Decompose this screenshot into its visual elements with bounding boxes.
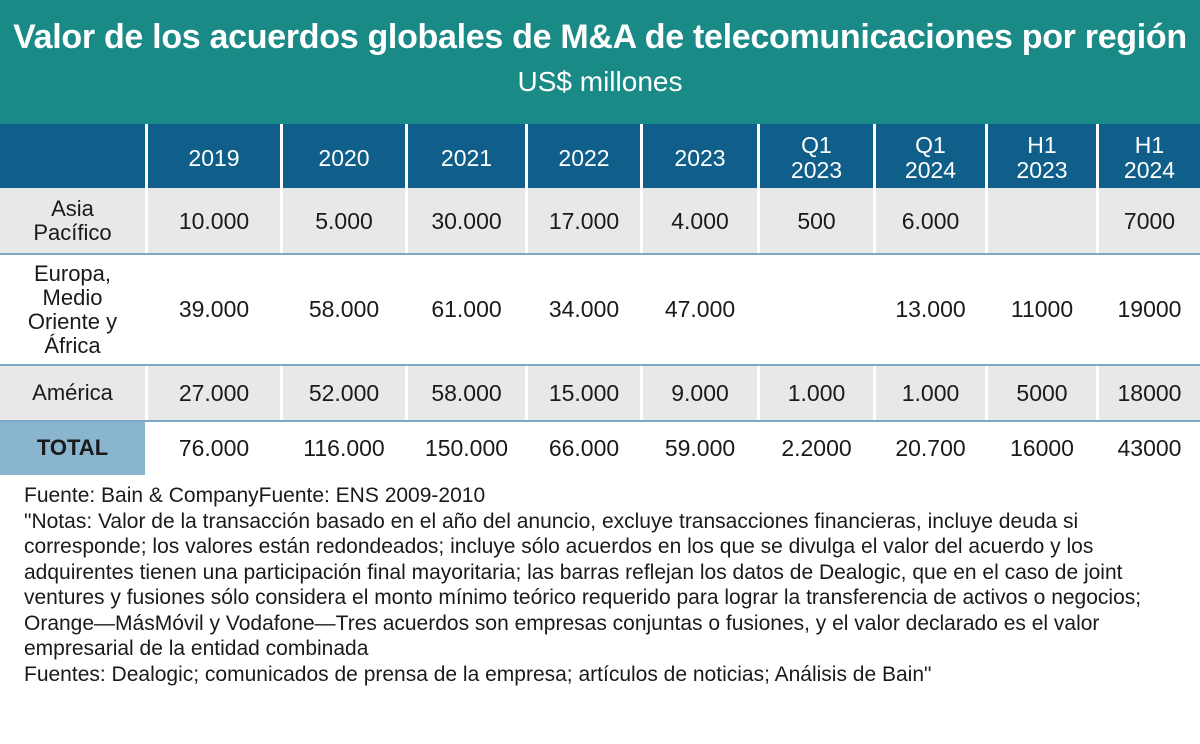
row-label-line: TOTAL — [36, 435, 109, 460]
table-cell: 4.000 — [640, 188, 757, 254]
table-cell: 58.000 — [280, 254, 405, 365]
row-label-line: Pacífico — [33, 220, 112, 245]
column-header: 2023 — [640, 124, 757, 188]
column-header-text: 2023 — [674, 144, 726, 171]
column-header-text: 2020 — [318, 144, 370, 171]
table-cell: 1.000 — [757, 365, 873, 421]
column-header-line2: 2024 — [904, 157, 957, 183]
row-label-line: Medio — [42, 284, 103, 310]
column-header: Q1 2024 — [873, 124, 985, 188]
column-header-line2: 2021 — [440, 144, 493, 171]
table-cell: 2.2000 — [757, 421, 873, 475]
column-header: H1 2023 — [985, 124, 1096, 188]
table-cell: 52.000 — [280, 365, 405, 421]
row-label-line: Asia — [51, 196, 94, 221]
table-cell: 61.000 — [405, 254, 525, 365]
column-header-line2: 2023 — [790, 157, 843, 183]
table-cell: 11000 — [985, 254, 1096, 365]
column-header-text: H1 2024 — [1124, 133, 1175, 183]
column-header-text: 2019 — [188, 144, 240, 171]
row-label-line: África — [44, 332, 101, 358]
chart-notes: Fuente: Bain & CompanyFuente: ENS 2009-2… — [24, 483, 1184, 687]
table-cell: 15.000 — [525, 365, 640, 421]
table-cell: 13.000 — [873, 254, 985, 365]
table-cell: 150.000 — [405, 421, 525, 475]
table-cell: 34.000 — [525, 254, 640, 365]
table-cell: 30.000 — [405, 188, 525, 254]
column-header: H1 2024 — [1096, 124, 1200, 188]
table-cell: 18000 — [1096, 365, 1200, 421]
row-label-text: TOTAL — [37, 436, 108, 460]
table-cell: 500 — [757, 188, 873, 254]
table-cell: 66.000 — [525, 421, 640, 475]
row-divider — [0, 364, 1200, 366]
column-header: 2020 — [280, 124, 405, 188]
table-row: TOTAL 76.000 116.000 150.000 66.000 59.000 2.2… — [0, 421, 1200, 475]
row-label-line: América — [32, 380, 113, 405]
row-label: TOTAL — [0, 421, 145, 475]
column-header-text: 2022 — [558, 144, 610, 171]
table-cell: 27.000 — [145, 365, 280, 421]
row-label: América — [0, 365, 145, 421]
table-cell: 1.000 — [873, 365, 985, 421]
table-cell: 9.000 — [640, 365, 757, 421]
column-header-line2: 2019 — [188, 144, 240, 171]
column-header-text: Q1 2023 — [791, 133, 842, 183]
row-label-text: América — [32, 381, 113, 405]
column-header-text: H1 2023 — [1016, 133, 1067, 183]
table-cell — [985, 188, 1096, 254]
row-label: Asia Pacífico — [0, 188, 145, 254]
row-label: Europa, Medio Oriente y África — [0, 254, 145, 365]
column-header-line1: Q1 — [801, 132, 832, 158]
row-label-text: Asia Pacífico — [33, 197, 111, 245]
table-cell: 7000 — [1096, 188, 1200, 254]
column-header-line2: 2023 — [674, 144, 726, 171]
table-cell: 47.000 — [640, 254, 757, 365]
column-header-text: Q1 2024 — [905, 133, 956, 183]
table-row: Europa, Medio Oriente y África 39.000 58.000 6… — [0, 254, 1200, 365]
table-cell: 43000 — [1096, 421, 1200, 475]
table-cell: 6.000 — [873, 188, 985, 254]
row-label-text: Europa, Medio Oriente y África — [27, 260, 118, 358]
column-header-line1: Q1 — [915, 132, 946, 158]
table-header-row: 2019 2020 2021 2022 2023 Q1 2023 Q1 2024 H1 2023 H1… — [0, 124, 1200, 188]
table-cell: 17.000 — [525, 188, 640, 254]
column-header-line2: 2022 — [558, 144, 610, 171]
column-header: Q1 2023 — [757, 124, 873, 188]
column-header: 2021 — [405, 124, 525, 188]
column-header-line1: H1 — [1134, 132, 1165, 158]
column-header: 2022 — [525, 124, 640, 188]
source-note: Fuente: Bain & CompanyFuente: ENS 2009-2… — [24, 484, 486, 507]
table-corner-cell — [0, 124, 145, 188]
table-cell: 19000 — [1096, 254, 1200, 365]
column-header: 2019 — [145, 124, 280, 188]
table-row: Asia Pacífico 10.000 5.000 30.000 17.000 4.000… — [0, 188, 1200, 254]
row-divider — [0, 253, 1200, 255]
chart-header: Valor de los acuerdos globales de M&A de… — [0, 0, 1200, 124]
table-cell: 16000 — [985, 421, 1096, 475]
table-cell — [757, 254, 873, 365]
row-divider — [0, 420, 1200, 422]
row-label-line: Europa, — [33, 260, 112, 286]
table-cell: 39.000 — [145, 254, 280, 365]
column-header-line2: 2020 — [318, 144, 370, 171]
column-header-line2: 2024 — [1123, 157, 1176, 183]
table-cell: 20.700 — [873, 421, 985, 475]
column-header-line1: H1 — [1027, 132, 1057, 158]
table-cell: 59.000 — [640, 421, 757, 475]
table-cell: 76.000 — [145, 421, 280, 475]
column-header-line2: 2023 — [1016, 157, 1068, 183]
table-row: América 27.000 52.000 58.000 15.000 9.000 1.00… — [0, 365, 1200, 421]
table-cell: 5000 — [985, 365, 1096, 421]
column-header-text: 2021 — [440, 144, 493, 171]
chart-title: Valor de los acuerdos globales de M&A de… — [13, 18, 1187, 56]
table-cell: 116.000 — [280, 421, 405, 475]
table-cell: 5.000 — [280, 188, 405, 254]
table-cell: 10.000 — [145, 188, 280, 254]
table-cell: 58.000 — [405, 365, 525, 421]
chart-subtitle: US$ millones — [517, 66, 683, 97]
notes-body: "Notas: Valor de la transacción basado e… — [24, 509, 1142, 661]
sources-note: Fuentes: Dealogic; comunicados de prensa… — [24, 662, 932, 686]
row-label-line: Oriente y — [27, 308, 118, 334]
